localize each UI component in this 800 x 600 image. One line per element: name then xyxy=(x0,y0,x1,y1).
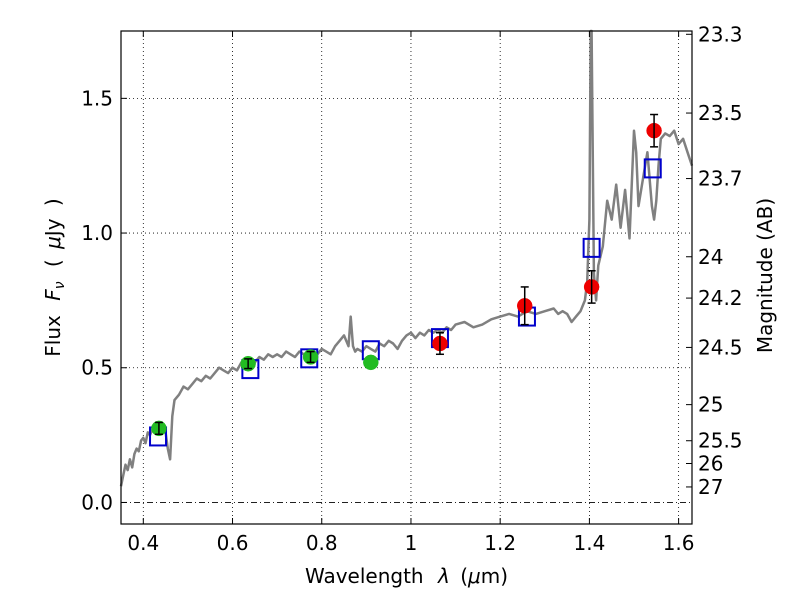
y-label-text: Flux xyxy=(41,315,65,357)
mag-tick-label: 25 xyxy=(698,393,723,417)
y-label-close: ) xyxy=(41,198,65,206)
grid xyxy=(121,31,692,524)
x-label-text: Wavelength xyxy=(305,564,424,588)
x-label-mu: μ xyxy=(467,564,481,588)
mag-tick-label: 25.5 xyxy=(698,429,743,453)
green-point xyxy=(363,354,379,371)
spectrum-line xyxy=(119,29,694,487)
y-label-sub: ν xyxy=(52,281,68,289)
mag-tick-label: 26 xyxy=(698,452,723,476)
ticks-layer: 0.4 0.6 0.8 1 1.2 1.4 1.6 0.0 0.5 1.0 1.5 23.3 23.5 2… xyxy=(81,22,742,555)
mag-tick-label: 23.5 xyxy=(698,101,743,125)
spectrum-layer xyxy=(119,29,694,487)
y-tick-label: 1.5 xyxy=(81,86,113,110)
x-axis-label: Wavelength λ (μm) xyxy=(305,564,508,588)
points-layer xyxy=(149,113,662,447)
y-axis-label: Flux Fν ( μJy ) xyxy=(41,198,69,356)
mag-tick-label: 24 xyxy=(698,245,723,269)
y-tick-label: 0.0 xyxy=(81,490,113,514)
y-tick-label: 0.5 xyxy=(81,356,113,380)
x-tick-label: 1.4 xyxy=(573,531,605,555)
model-box xyxy=(643,158,662,179)
y-label-jy: Jy xyxy=(41,218,65,238)
mag-tick-label: 24.2 xyxy=(698,286,743,310)
x-label-open: ( xyxy=(460,564,468,588)
mag-tick-label: 24.5 xyxy=(698,335,743,359)
y-label-symbol: F xyxy=(41,289,65,301)
x-tick-label: 1.6 xyxy=(663,531,695,555)
y2-axis-label: Magnitude (AB) xyxy=(753,198,777,353)
x-tick-label: 1.2 xyxy=(484,531,516,555)
y-label-mu: μ xyxy=(41,236,65,250)
x-tick-label: 0.6 xyxy=(217,531,249,555)
mag-tick-label: 27 xyxy=(698,475,723,499)
mag-tick-label: 23.3 xyxy=(698,22,743,46)
x-tick-label: 0.8 xyxy=(306,531,338,555)
x-tick-label: 0.4 xyxy=(127,531,159,555)
x-label-close: ) xyxy=(500,564,508,588)
y-label-open: ( xyxy=(41,259,65,267)
y-tick-label: 1.0 xyxy=(81,221,113,245)
x-label-symbol: λ xyxy=(437,564,450,588)
mag-tick-label: 23.7 xyxy=(698,167,743,191)
plot-frame xyxy=(120,30,693,525)
x-tick-label: 1 xyxy=(405,531,418,555)
x-label-m: m xyxy=(481,564,500,588)
model-box xyxy=(582,237,601,258)
